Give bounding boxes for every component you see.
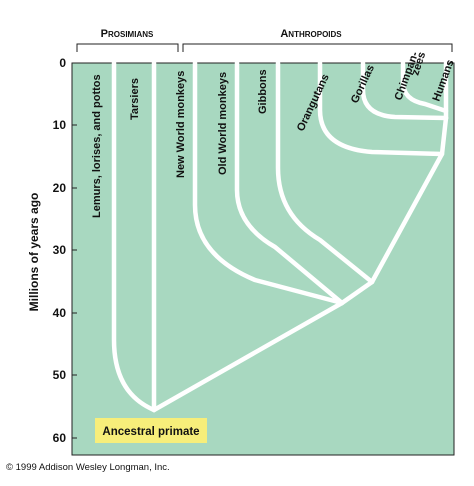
y-axis (72, 62, 77, 439)
branch-gibbons (275, 60, 375, 285)
trunk-anthropoid (151, 300, 345, 413)
taxon-label-lemurs: Lemurs, lorises, and pottos (91, 74, 103, 218)
taxon-label-new-world-monkeys: New World monkeys (175, 71, 187, 178)
trunk-ape-hominid (369, 115, 449, 285)
trunk-catarrhine (339, 279, 375, 306)
prosimians-bracket (76, 43, 179, 52)
ancestor-box (95, 418, 207, 443)
y-tick-label-30: 30 (53, 243, 67, 257)
branch-chimpanzees (400, 60, 449, 114)
y-tick-label-20: 20 (53, 181, 67, 195)
branch-lemurs (111, 60, 157, 413)
y-axis-title: Millions of years ago (27, 193, 41, 312)
taxon-label-gibbons: Gibbons (257, 69, 269, 114)
copyright-notice: © 1999 Addison Wesley Longman, Inc. (6, 462, 170, 473)
branch-new-world-monkeys (192, 60, 345, 306)
anthropoids-bracket (182, 43, 453, 52)
anthropoids-label: Anthropoids (280, 28, 342, 40)
branch-orangutans (317, 60, 445, 157)
branch-old-world-monkeys (234, 60, 345, 306)
y-tick-label-0: 0 (59, 56, 66, 70)
plot-panel (71, 62, 455, 456)
y-tick-label-60: 60 (53, 431, 67, 445)
branch-gorillas (360, 60, 449, 121)
y-tick-label-50: 50 (53, 368, 67, 382)
prosimians-label: Prosimians (101, 28, 154, 40)
ancestor-label: Ancestral primate (102, 426, 199, 438)
y-tick-label-10: 10 (53, 118, 67, 132)
taxon-label-old-world-monkeys: Old World monkeys (217, 72, 229, 175)
y-tick-label-40: 40 (53, 306, 67, 320)
taxon-label-tarsiers: Tarsiers (129, 78, 141, 120)
